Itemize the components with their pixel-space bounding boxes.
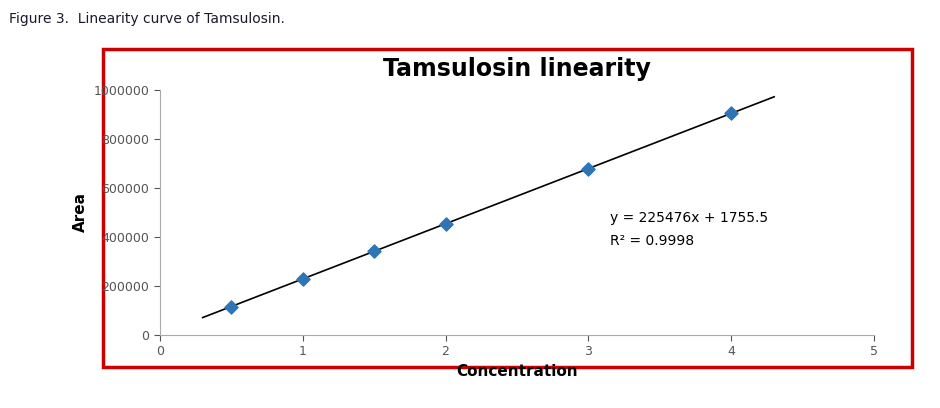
Title: Tamsulosin linearity: Tamsulosin linearity [384,57,650,81]
X-axis label: Concentration: Concentration [456,364,578,379]
Point [367,248,382,255]
Text: y = 225476x + 1755.5
R² = 0.9998: y = 225476x + 1755.5 R² = 0.9998 [610,211,768,248]
Point [295,276,310,282]
Point [224,304,239,310]
Y-axis label: Area: Area [73,192,88,232]
Point [581,165,596,172]
Text: Figure 3.  Linearity curve of Tamsulosin.: Figure 3. Linearity curve of Tamsulosin. [9,12,285,26]
Point [724,110,739,117]
Point [438,220,453,227]
